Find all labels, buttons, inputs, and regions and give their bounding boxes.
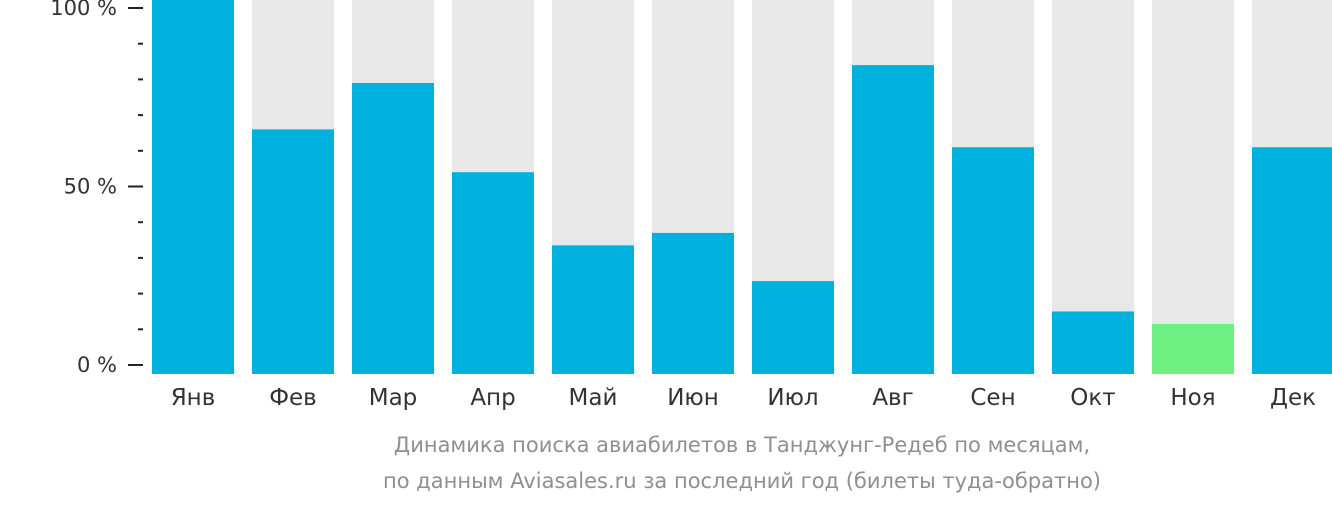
chart-caption: Динамика поиска авиабилетов в Танджунг-Р…: [383, 433, 1101, 493]
bar-10: [1052, 311, 1134, 374]
caption-line-2: по данным Aviasales.ru за последний год …: [383, 469, 1101, 493]
bar-1: [152, 0, 234, 374]
y-tick-label: 50 %: [64, 175, 117, 199]
x-tick-label: Ноя: [1170, 385, 1215, 411]
bar-2: [252, 129, 334, 374]
bar-5: [552, 245, 634, 374]
bar-4: [452, 172, 534, 374]
bar-8: [852, 65, 934, 375]
bar-9: [952, 147, 1034, 374]
x-axis-labels: Янв Фев Мар Апр Май Июн Июл Авг Сен Окт Ноя Дек: [171, 385, 1316, 411]
x-tick-label: Мар: [369, 385, 418, 411]
x-tick-label: Апр: [470, 385, 515, 411]
bar-3: [352, 82, 434, 374]
x-tick-label: Июл: [767, 385, 818, 411]
x-tick-label: Фев: [269, 385, 317, 411]
x-tick-label: Июн: [667, 385, 719, 411]
background-bar: [1152, 0, 1234, 374]
x-tick-label: Авг: [872, 385, 913, 411]
caption-line-1: Динамика поиска авиабилетов в Танджунг-Р…: [394, 433, 1090, 457]
bar-11: [1152, 323, 1234, 374]
bar-12: [1252, 147, 1332, 374]
y-tick-label: 100 %: [50, 0, 117, 20]
x-tick-label: Сен: [970, 385, 1015, 411]
data-bars: [152, 0, 1332, 375]
x-tick-label: Май: [569, 385, 618, 411]
y-axis: 0 % 50 % 100 %: [50, 0, 143, 377]
y-tick-label: 0 %: [77, 353, 117, 377]
x-tick-label: Окт: [1070, 385, 1115, 411]
bar-7: [752, 281, 834, 374]
x-tick-label: Дек: [1270, 385, 1316, 411]
bar-6: [652, 232, 734, 374]
x-tick-label: Янв: [171, 385, 216, 411]
